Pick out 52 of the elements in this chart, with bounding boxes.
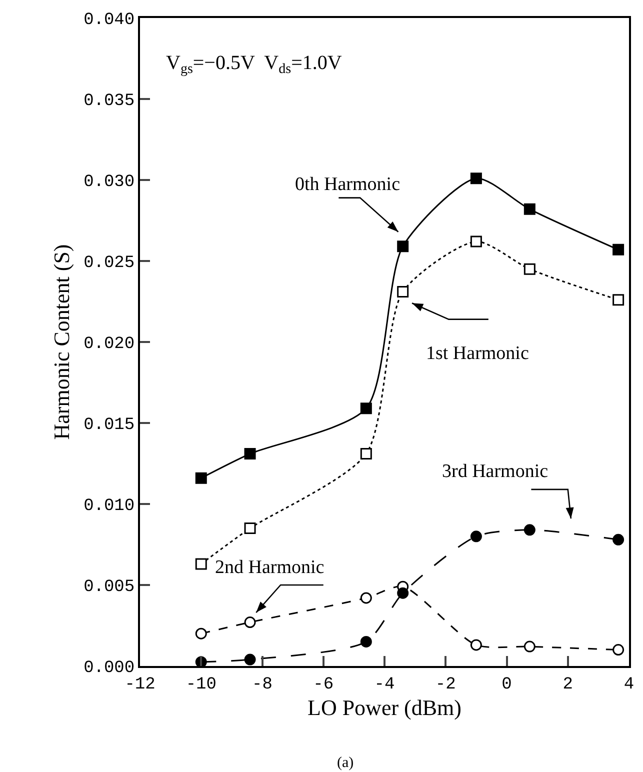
point bbox=[360, 402, 372, 414]
x-tick-label: -10 bbox=[186, 675, 216, 694]
series-label: 2nd Harmonic bbox=[215, 557, 324, 578]
point bbox=[524, 640, 536, 652]
point bbox=[524, 203, 536, 215]
x-tick-label: 0 bbox=[502, 675, 512, 694]
point bbox=[397, 240, 409, 252]
x-tick-label: 2 bbox=[562, 675, 573, 694]
point bbox=[195, 558, 207, 570]
point bbox=[244, 616, 256, 628]
point bbox=[244, 448, 256, 460]
point bbox=[360, 448, 372, 460]
point bbox=[470, 236, 482, 248]
series-label: 1st Harmonic bbox=[426, 343, 529, 364]
point bbox=[612, 244, 624, 256]
y-tick-label: 0.010 bbox=[84, 496, 135, 516]
point bbox=[470, 172, 482, 184]
point bbox=[397, 286, 409, 298]
y-tick-label: 0.040 bbox=[84, 10, 135, 30]
y-tick-label: 0.020 bbox=[84, 334, 135, 354]
series-label: 0th Harmonic bbox=[295, 174, 400, 195]
point bbox=[195, 472, 207, 484]
x-tick-label: 4 bbox=[624, 675, 634, 694]
point bbox=[470, 530, 482, 542]
y-tick-label: 0.015 bbox=[84, 416, 135, 435]
point bbox=[244, 654, 256, 666]
point bbox=[524, 524, 536, 536]
text: (a) bbox=[337, 755, 354, 771]
x-axis-title: LO Power (dBm) bbox=[308, 694, 462, 720]
x-tick-label: -4 bbox=[374, 675, 395, 694]
point bbox=[470, 639, 482, 651]
annotation: V$_{gs}$=−0.5V V$_{ds}$=1.0V bbox=[166, 52, 342, 78]
point bbox=[360, 592, 372, 604]
point bbox=[397, 587, 409, 599]
y-tick-label: 0.025 bbox=[84, 254, 135, 273]
point bbox=[524, 263, 536, 275]
x-tick-label: -12 bbox=[124, 675, 156, 694]
y-tick-label: 0.035 bbox=[84, 92, 135, 111]
y-tick-label: 0.030 bbox=[84, 172, 135, 192]
x-tick-label: -2 bbox=[435, 675, 456, 694]
y-tick-label: 0.000 bbox=[84, 658, 135, 678]
point bbox=[612, 644, 624, 656]
point bbox=[360, 636, 372, 648]
x-tick-label: -6 bbox=[313, 675, 334, 694]
x-tick-label: -8 bbox=[252, 675, 272, 694]
point bbox=[195, 628, 207, 640]
text: 3rd Harmonic bbox=[442, 461, 548, 482]
point bbox=[612, 534, 624, 546]
y-axis-title: Harmonic Content (S) bbox=[48, 244, 74, 440]
y-tick-label: 0.005 bbox=[84, 578, 135, 597]
point bbox=[612, 294, 624, 306]
point bbox=[244, 522, 256, 534]
